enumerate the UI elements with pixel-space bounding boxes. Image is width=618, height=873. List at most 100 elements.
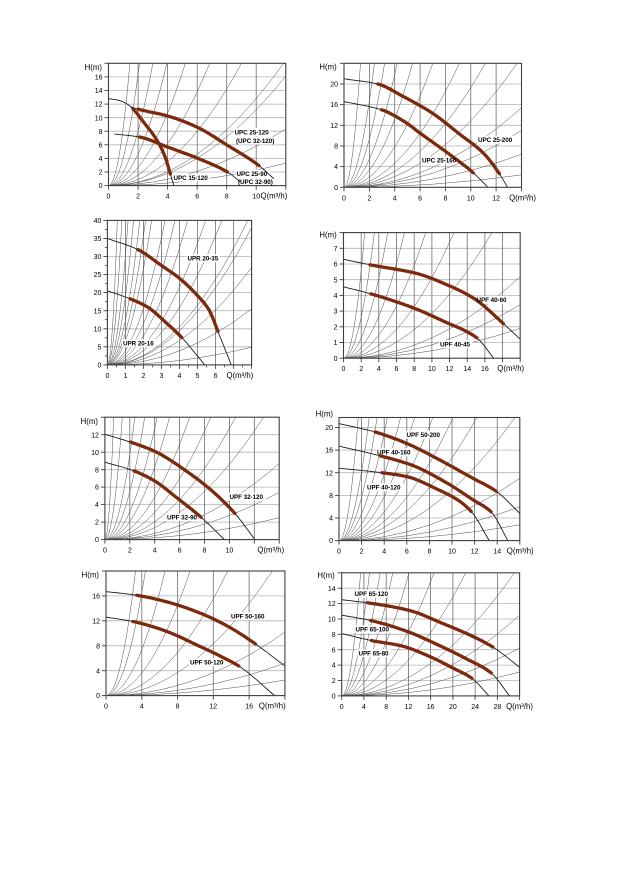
svg-text:2: 2: [359, 366, 363, 373]
svg-text:H(m): H(m): [85, 63, 103, 72]
svg-text:28: 28: [494, 704, 502, 711]
svg-text:6: 6: [405, 549, 409, 556]
svg-text:UPC 15-120: UPC 15-120: [174, 175, 209, 182]
svg-text:0: 0: [107, 194, 111, 201]
svg-text:UPF 50-200: UPF 50-200: [407, 432, 441, 439]
svg-text:6: 6: [99, 142, 103, 149]
svg-text:Q(m³/h): Q(m³/h): [497, 364, 524, 373]
svg-text:1: 1: [334, 340, 338, 347]
svg-text:6: 6: [178, 548, 182, 555]
svg-text:2: 2: [334, 324, 338, 331]
svg-text:15: 15: [94, 308, 102, 315]
svg-text:Q(m³/h): Q(m³/h): [261, 192, 288, 201]
svg-text:4: 4: [178, 373, 182, 380]
svg-text:UPC 25-120: UPC 25-120: [235, 129, 270, 136]
svg-text:0: 0: [97, 363, 101, 370]
svg-text:(UPC 32-120): (UPC 32-120): [236, 138, 274, 145]
svg-text:UPF 40-120: UPF 40-120: [367, 485, 401, 492]
svg-text:0: 0: [99, 183, 103, 190]
svg-text:3: 3: [160, 373, 164, 380]
svg-text:6: 6: [95, 485, 99, 492]
svg-text:10: 10: [95, 115, 103, 122]
svg-text:UPF 65-100: UPF 65-100: [356, 627, 390, 634]
svg-text:12: 12: [325, 470, 333, 477]
svg-text:16: 16: [92, 594, 100, 601]
svg-text:8: 8: [96, 643, 100, 650]
svg-text:UPC 25-200: UPC 25-200: [478, 137, 513, 144]
svg-text:0: 0: [334, 356, 338, 363]
svg-text:10: 10: [94, 326, 102, 333]
svg-text:2: 2: [332, 678, 336, 685]
svg-text:UPF 50-120: UPF 50-120: [190, 660, 224, 667]
svg-text:12: 12: [330, 123, 338, 130]
svg-text:Q(m³/h): Q(m³/h): [259, 702, 286, 711]
svg-text:24: 24: [471, 704, 479, 711]
svg-text:6: 6: [395, 366, 399, 373]
svg-text:30: 30: [94, 254, 102, 261]
svg-text:0: 0: [334, 185, 338, 192]
svg-text:0: 0: [337, 549, 341, 556]
svg-text:4: 4: [329, 516, 333, 523]
svg-text:0: 0: [342, 195, 346, 202]
svg-text:10: 10: [328, 617, 336, 624]
svg-text:Q(m³/h): Q(m³/h): [509, 193, 536, 202]
svg-text:H(m): H(m): [319, 63, 337, 72]
svg-text:12: 12: [492, 195, 500, 202]
svg-text:8: 8: [384, 704, 388, 711]
svg-text:0: 0: [104, 704, 108, 711]
svg-text:14: 14: [328, 586, 336, 593]
svg-text:10: 10: [91, 450, 99, 457]
svg-text:2: 2: [99, 170, 103, 177]
svg-text:UPF 50-160: UPF 50-160: [231, 614, 265, 621]
svg-text:6: 6: [332, 647, 336, 654]
svg-text:4: 4: [140, 704, 144, 711]
svg-text:12: 12: [95, 102, 103, 109]
svg-text:8: 8: [99, 129, 103, 136]
svg-text:14: 14: [463, 366, 471, 373]
svg-text:4: 4: [382, 549, 386, 556]
svg-text:5: 5: [196, 373, 200, 380]
svg-text:20: 20: [449, 704, 457, 711]
svg-text:20: 20: [330, 82, 338, 89]
svg-text:UPF 40-160: UPF 40-160: [377, 450, 411, 457]
svg-text:25: 25: [94, 272, 102, 279]
svg-text:UPC 25-90: UPC 25-90: [237, 171, 268, 178]
svg-text:2: 2: [141, 373, 145, 380]
svg-text:Q(m³/h): Q(m³/h): [227, 371, 254, 380]
svg-text:UPF 40-60: UPF 40-60: [477, 297, 508, 304]
svg-text:12: 12: [405, 704, 413, 711]
svg-text:8: 8: [334, 144, 338, 151]
svg-text:H(m): H(m): [319, 231, 337, 240]
svg-text:8: 8: [95, 467, 99, 474]
svg-text:14: 14: [95, 88, 103, 95]
svg-text:UPF 32-120: UPF 32-120: [230, 494, 264, 501]
svg-text:2: 2: [128, 548, 132, 555]
svg-text:4: 4: [166, 194, 170, 201]
svg-text:0: 0: [332, 694, 336, 701]
svg-text:8: 8: [225, 194, 229, 201]
svg-text:4: 4: [334, 164, 338, 171]
svg-text:H(m): H(m): [82, 571, 100, 580]
svg-text:12: 12: [471, 549, 479, 556]
svg-text:16: 16: [330, 102, 338, 109]
svg-text:16: 16: [245, 704, 253, 711]
svg-text:1: 1: [123, 373, 127, 380]
svg-text:0: 0: [105, 373, 109, 380]
svg-text:2: 2: [360, 549, 364, 556]
svg-text:12: 12: [92, 618, 100, 625]
svg-text:0: 0: [96, 693, 100, 700]
svg-text:10: 10: [252, 194, 260, 201]
svg-text:16: 16: [481, 366, 489, 373]
svg-text:8: 8: [329, 493, 333, 500]
svg-text:UPF 65-80: UPF 65-80: [359, 651, 390, 658]
svg-text:8: 8: [427, 549, 431, 556]
svg-text:UPR 20-35: UPR 20-35: [188, 256, 219, 263]
svg-text:8: 8: [203, 548, 207, 555]
svg-text:16: 16: [325, 448, 333, 455]
svg-text:3: 3: [334, 309, 338, 316]
svg-text:0: 0: [329, 538, 333, 545]
svg-text:5: 5: [97, 344, 101, 351]
svg-text:20: 20: [94, 290, 102, 297]
svg-text:2: 2: [95, 520, 99, 527]
svg-text:4: 4: [96, 668, 100, 675]
